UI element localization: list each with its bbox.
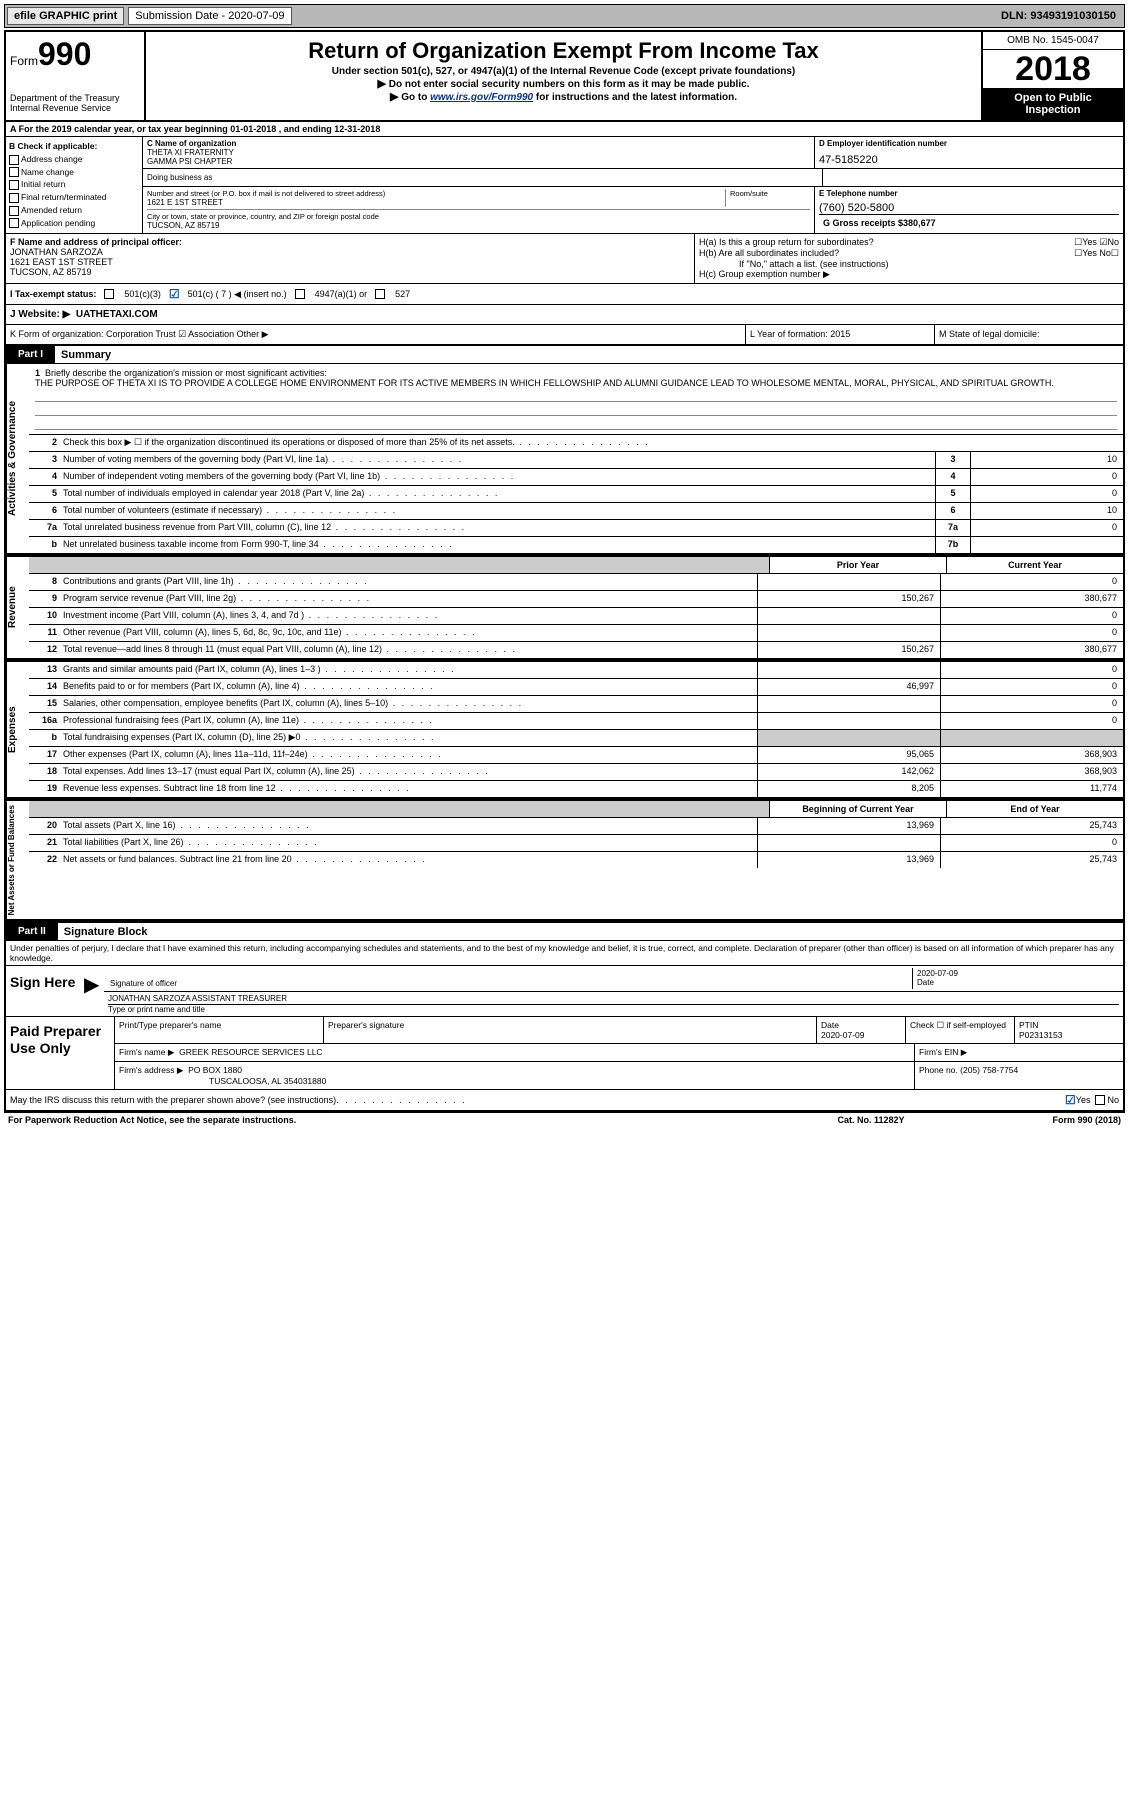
line-row: 16aProfessional fundraising fees (Part I… — [29, 713, 1123, 730]
line-row: 13Grants and similar amounts paid (Part … — [29, 662, 1123, 679]
subtitle-3: ▶ Go to www.irs.gov/Form990 for instruct… — [150, 90, 977, 103]
ein-cell: D Employer identification number 47-5185… — [815, 137, 1123, 169]
officer-cell: F Name and address of principal officer:… — [6, 234, 695, 283]
page-footer: For Paperwork Reduction Act Notice, see … — [4, 1113, 1125, 1127]
line-row: 8Contributions and grants (Part VIII, li… — [29, 574, 1123, 591]
subtitle-2: ▶ Do not enter social security numbers o… — [150, 77, 977, 90]
line-row: 14Benefits paid to or for members (Part … — [29, 679, 1123, 696]
subtitle-1: Under section 501(c), 527, or 4947(a)(1)… — [150, 66, 977, 77]
form-number: Form990 — [10, 36, 140, 73]
line-row: 12Total revenue—add lines 8 through 11 (… — [29, 642, 1123, 658]
inspection-badge: Open to Public Inspection — [983, 88, 1123, 120]
vtab-netassets: Net Assets or Fund Balances — [6, 801, 29, 919]
omb-number: OMB No. 1545-0047 — [983, 32, 1123, 50]
line-row: 4Number of independent voting members of… — [29, 469, 1123, 486]
form-title: Return of Organization Exempt From Incom… — [150, 38, 977, 64]
line-row: bNet unrelated business taxable income f… — [29, 537, 1123, 553]
net-col-header: Beginning of Current Year End of Year — [29, 801, 1123, 818]
line-row: 2Check this box ▶ ☐ if the organization … — [29, 435, 1123, 452]
line-row: 19Revenue less expenses. Subtract line 1… — [29, 781, 1123, 797]
rev-col-header: Prior Year Current Year — [29, 557, 1123, 574]
telephone-cell: E Telephone number (760) 520-5800 G Gros… — [815, 187, 1123, 233]
form-org-row: K Form of organization: Corporation Trus… — [6, 325, 1123, 346]
line-row: 9Program service revenue (Part VIII, lin… — [29, 591, 1123, 608]
line-row: 15Salaries, other compensation, employee… — [29, 696, 1123, 713]
line-row: 10Investment income (Part VIII, column (… — [29, 608, 1123, 625]
line-row: bTotal fundraising expenses (Part IX, co… — [29, 730, 1123, 747]
form-container: Form990 Department of the Treasury Inter… — [4, 30, 1125, 1113]
org-name-cell: C Name of organization THETA XI FRATERNI… — [143, 137, 815, 169]
line-row: 21Total liabilities (Part X, line 26)0 — [29, 835, 1123, 852]
irs-label: Internal Revenue Service — [10, 103, 140, 113]
line-row: 7aTotal unrelated business revenue from … — [29, 520, 1123, 537]
group-return-cell: H(a) Is this a group return for subordin… — [695, 234, 1123, 283]
tax-exempt-row: I Tax-exempt status: 501(c)(3) ☑501(c) (… — [6, 284, 1123, 305]
dba-cell: Doing business as — [143, 169, 823, 187]
line-row: 17Other expenses (Part IX, column (A), l… — [29, 747, 1123, 764]
row-a-taxyear: A For the 2019 calendar year, or tax yea… — [6, 122, 1123, 137]
line-row: 22Net assets or fund balances. Subtract … — [29, 852, 1123, 868]
line-row: 3Number of voting members of the governi… — [29, 452, 1123, 469]
vtab-expenses: Expenses — [6, 662, 29, 797]
line-row: 11Other revenue (Part VIII, column (A), … — [29, 625, 1123, 642]
top-toolbar: efile GRAPHIC print Submission Date - 20… — [4, 4, 1125, 28]
signature-declaration: Under penalties of perjury, I declare th… — [6, 941, 1123, 966]
part2-header: Part II Signature Block — [6, 923, 1123, 941]
part1-header: Part I Summary — [6, 346, 1123, 364]
address-cell: Number and street (or P.O. box if mail i… — [143, 187, 815, 233]
website-row: J Website: ▶ UATHETAXI.COM — [6, 305, 1123, 325]
line-row: 18Total expenses. Add lines 13–17 (must … — [29, 764, 1123, 781]
irs-link[interactable]: www.irs.gov/Form990 — [430, 92, 533, 103]
gross-receipts: G Gross receipts $380,677 — [819, 214, 1119, 231]
vtab-governance: Activities & Governance — [6, 364, 29, 553]
dln-label: DLN: 93493191030150 — [1001, 10, 1122, 22]
website-link[interactable]: UATHETAXI.COM — [76, 309, 158, 320]
line-row: 20Total assets (Part X, line 16)13,96925… — [29, 818, 1123, 835]
dept-label: Department of the Treasury — [10, 93, 140, 103]
paid-preparer-row: Paid Preparer Use Only Print/Type prepar… — [6, 1017, 1123, 1090]
line-row: 5Total number of individuals employed in… — [29, 486, 1123, 503]
mission-block: 1 Briefly describe the organization's mi… — [29, 364, 1123, 435]
efile-button[interactable]: efile GRAPHIC print — [7, 7, 124, 25]
vtab-revenue: Revenue — [6, 557, 29, 658]
tax-year: 2018 — [983, 50, 1123, 88]
col-b-checkboxes: B Check if applicable: Address change Na… — [6, 137, 143, 233]
line-row: 6Total number of volunteers (estimate if… — [29, 503, 1123, 520]
sign-here-row: Sign Here ▶ Signature of officer 2020-07… — [6, 966, 1123, 1017]
submission-date: Submission Date - 2020-07-09 — [128, 7, 291, 25]
discuss-row: May the IRS discuss this return with the… — [6, 1090, 1123, 1111]
